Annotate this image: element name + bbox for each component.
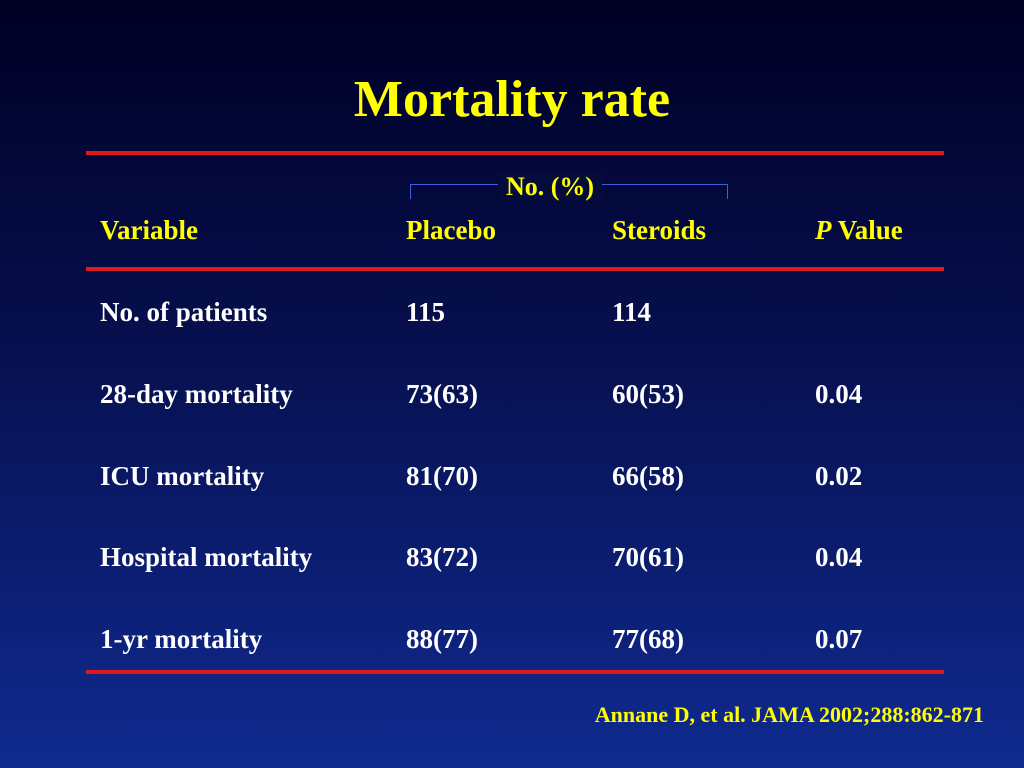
slide-title: Mortality rate <box>353 71 671 128</box>
row-placebo: 88(77) <box>406 624 478 654</box>
header-variable: Variable <box>100 215 199 245</box>
row-p-value: 0.04 <box>815 379 863 409</box>
header-placebo: Placebo <box>406 215 496 245</box>
row-variable: Hospital mortality <box>100 542 313 572</box>
group-header-text: No. (%) <box>497 172 603 201</box>
header-p-value: P Value <box>815 213 903 247</box>
row-variable: No. of patients <box>100 297 268 327</box>
group-header-label: No. (%) <box>470 170 630 204</box>
citation: Annane D, et al. JAMA 2002;288:862-871 <box>594 702 984 727</box>
row-placebo: 83(72) <box>406 542 478 572</box>
row-steroids: 70(61) <box>612 542 684 572</box>
row-steroids: 66(58) <box>612 461 684 491</box>
row-placebo: 73(63) <box>406 379 478 409</box>
top-divider <box>86 151 944 155</box>
row-steroids: 60(53) <box>612 379 684 409</box>
row-steroids: 77(68) <box>612 624 684 654</box>
row-variable: 28-day mortality <box>100 379 293 409</box>
row-steroids: 114 <box>612 297 652 327</box>
row-p-value: 0.07 <box>815 624 863 654</box>
header-p-italic: P <box>815 215 832 245</box>
row-p-value: 0.04 <box>815 542 863 572</box>
header-divider <box>86 267 944 271</box>
row-variable: 1-yr mortality <box>100 624 263 654</box>
row-variable: ICU mortality <box>100 461 265 491</box>
header-p-rest: Value <box>831 215 903 245</box>
bottom-divider <box>86 670 944 674</box>
row-placebo: 81(70) <box>406 461 478 491</box>
row-p-value: 0.02 <box>815 461 863 491</box>
row-placebo: 115 <box>406 297 446 327</box>
header-steroids: Steroids <box>612 215 707 245</box>
